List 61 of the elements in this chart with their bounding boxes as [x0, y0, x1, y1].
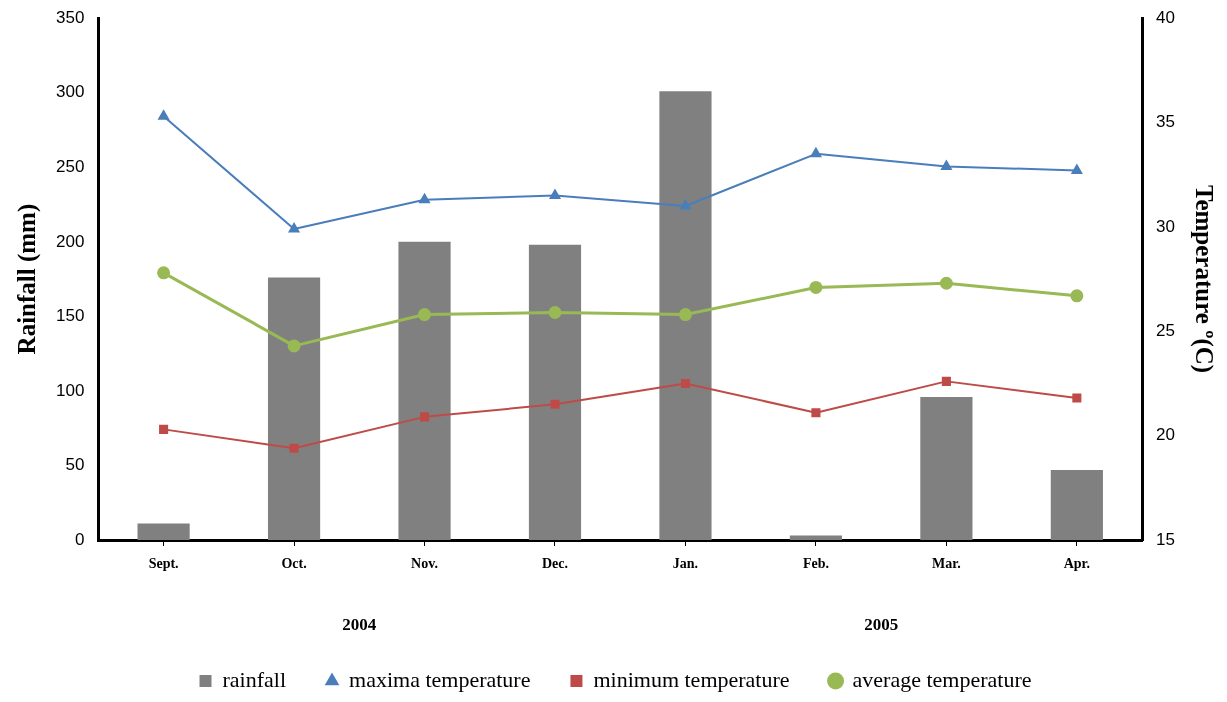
y-tick-label: 200: [55, 231, 85, 251]
bar: [267, 277, 321, 540]
y2-tick-label: 30: [1156, 216, 1176, 236]
bar: [659, 91, 712, 540]
x-tick-label: Jan.: [672, 556, 699, 572]
legend-label: average temperature: [852, 666, 1032, 692]
y2-tick-label: 25: [1156, 320, 1176, 340]
y-tick-label: 250: [55, 156, 85, 176]
bar: [1050, 469, 1103, 540]
y-tick-label: 100: [55, 380, 85, 400]
point: [158, 110, 169, 120]
x-tick-label: Nov.: [411, 556, 438, 572]
point: [1070, 289, 1084, 303]
bar: [398, 241, 451, 540]
x-tick-label: Mar.: [932, 556, 961, 572]
point: [811, 408, 821, 418]
point: [680, 200, 691, 210]
y-tick-label: 0: [74, 529, 85, 549]
point: [1071, 164, 1083, 175]
point: [419, 193, 430, 204]
y-tick-label: 300: [55, 82, 85, 102]
y-tick-label: 150: [55, 306, 85, 326]
point: [418, 308, 432, 322]
point: [288, 223, 300, 233]
y2-tick-label: 40: [1156, 7, 1176, 27]
y2-tick-label: 35: [1156, 112, 1176, 132]
point: [810, 147, 822, 158]
bar: [137, 523, 190, 540]
text: 2004: [342, 615, 377, 635]
point: [548, 306, 562, 319]
bar: [920, 396, 973, 540]
x-tick-label: Apr.: [1063, 556, 1091, 572]
point: [809, 280, 823, 294]
point: [157, 266, 171, 280]
y2-tick-label: 20: [1156, 425, 1176, 445]
y2-axis-title: Temperature º(C): [1189, 185, 1218, 374]
point: [680, 378, 690, 388]
point: [550, 399, 560, 409]
point: [678, 308, 692, 322]
legend-label: maxima temperature: [349, 666, 531, 692]
legend-label: rainfall: [222, 666, 287, 692]
point: [419, 412, 430, 422]
point: [159, 424, 169, 434]
y-tick-label: 350: [55, 7, 85, 27]
x-tick-label: Feb.: [802, 556, 829, 572]
y-tick-label: 50: [65, 455, 85, 475]
point: [941, 160, 952, 170]
point: [287, 339, 301, 353]
text: 2005: [864, 615, 899, 635]
point: [289, 443, 299, 453]
x-tick-label: Oct.: [281, 556, 307, 572]
point: [1072, 393, 1082, 403]
y-axis-title: Rainfall (mm): [13, 203, 42, 355]
x-tick-label: Sept.: [148, 556, 179, 572]
point: [549, 189, 561, 200]
x-tick-label: Dec.: [541, 556, 569, 572]
legend-label: minimum temperature: [593, 666, 790, 692]
point: [939, 276, 953, 290]
point: [941, 376, 951, 386]
y2-tick-label: 15: [1156, 529, 1176, 549]
bar: [528, 244, 582, 540]
